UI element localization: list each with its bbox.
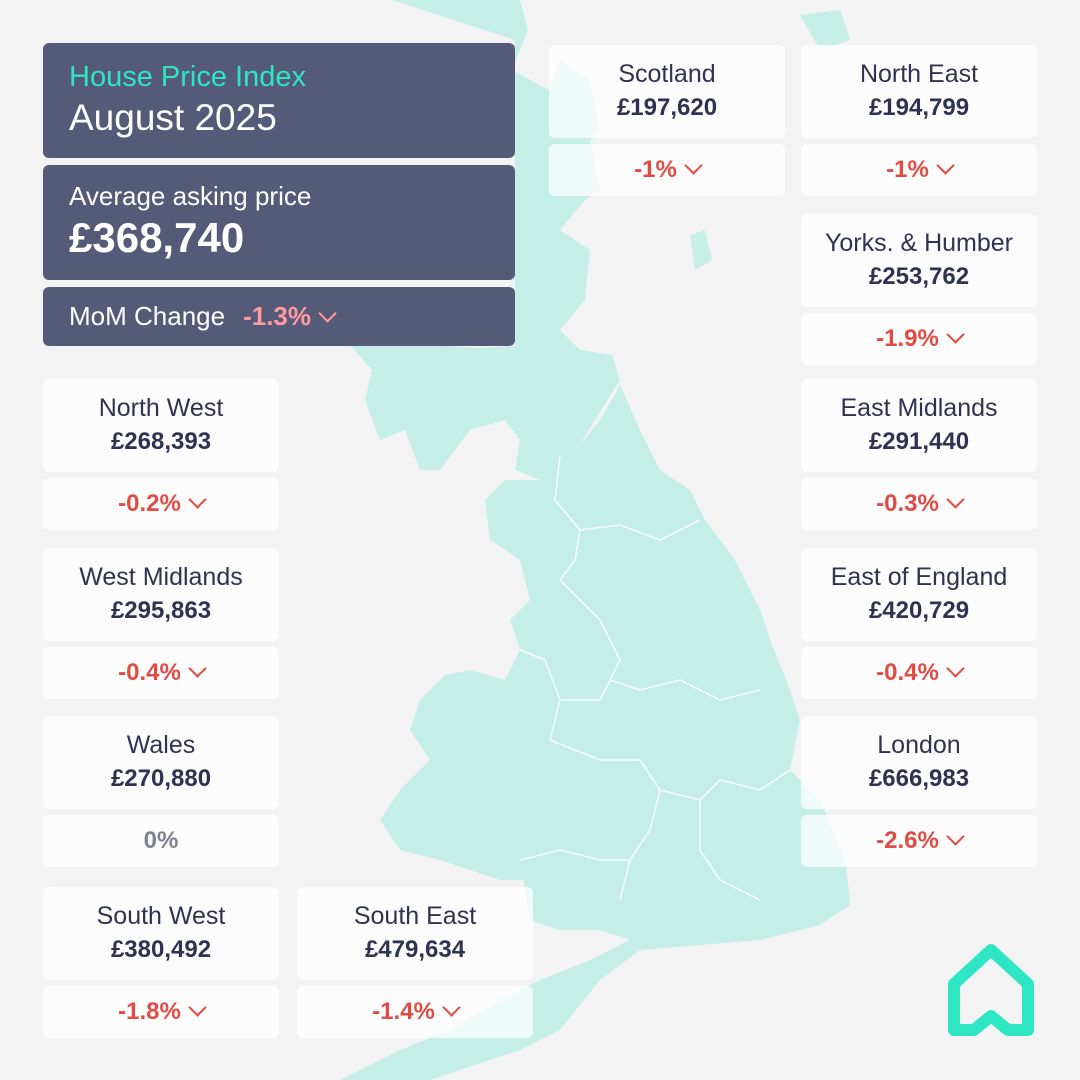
region-info: Yorks. & Humber £253,762: [801, 214, 1037, 307]
region-card-yorks-humber: Yorks. & Humber £253,762 -1.9%: [801, 214, 1037, 365]
region-price: £253,762: [868, 263, 970, 290]
average-price-label: Average asking price: [69, 181, 312, 211]
chevron-down-icon: [946, 659, 965, 678]
chevron-down-icon: [936, 156, 955, 175]
region-change-text: -1.4%: [372, 998, 435, 1025]
region-card-south-east: South East £479,634 -1.4%: [297, 887, 533, 1038]
region-card-london: London £666,983 -2.6%: [801, 716, 1037, 867]
region-change: -2.6%: [876, 827, 965, 855]
average-price-value: £368,740: [69, 214, 245, 261]
chevron-down-icon: [188, 998, 207, 1017]
region-change: -0.2%: [118, 490, 207, 518]
region-change-text: -1%: [634, 156, 677, 183]
region-info: North West £268,393: [43, 379, 279, 472]
region-info: South West £380,492: [43, 887, 279, 980]
region-change-box: -0.4%: [801, 647, 1037, 699]
region-change-box: -1%: [801, 144, 1037, 196]
region-price: £420,729: [868, 597, 970, 624]
region-change-text: -1.9%: [876, 325, 939, 352]
region-name: Wales: [126, 731, 196, 759]
region-change: -1%: [886, 156, 955, 184]
region-change-text: -0.4%: [876, 659, 939, 686]
region-change: -0.4%: [876, 659, 965, 687]
region-price: £479,634: [364, 936, 466, 963]
region-change: -1.9%: [876, 325, 965, 353]
region-change-box: -1.4%: [297, 986, 533, 1038]
region-name: East of England: [830, 563, 1008, 591]
region-card-south-west: South West £380,492 -1.8%: [43, 887, 279, 1038]
region-info: East Midlands £291,440: [801, 379, 1037, 472]
region-name: Scotland: [618, 60, 716, 88]
chevron-down-icon: [946, 827, 965, 846]
region-change-text: -0.3%: [876, 490, 939, 517]
region-name: South East: [353, 902, 477, 930]
region-price: £666,983: [868, 765, 970, 792]
region-info: West Midlands £295,863: [43, 548, 279, 641]
region-price: £197,620: [616, 94, 718, 121]
title-panel: House Price Index August 2025: [43, 43, 515, 158]
chevron-down-icon: [188, 659, 207, 678]
region-change: -0.3%: [876, 490, 965, 518]
region-change: 0%: [143, 827, 179, 854]
region-change-box: -0.4%: [43, 647, 279, 699]
region-name: North East: [859, 60, 979, 88]
region-price: £268,393: [110, 428, 212, 455]
region-name: North West: [98, 394, 224, 422]
region-name: London: [877, 731, 961, 759]
region-price: £295,863: [110, 597, 212, 624]
region-change: -1%: [634, 156, 703, 184]
region-change-text: -1%: [886, 156, 929, 183]
chevron-down-icon: [188, 490, 207, 509]
region-card-north-west: North West £268,393 -0.2%: [43, 379, 279, 530]
region-change-text: -0.4%: [118, 659, 181, 686]
index-title: House Price Index: [69, 61, 306, 93]
chevron-down-icon: [946, 325, 965, 344]
region-info: Scotland £197,620: [549, 45, 785, 138]
region-info: South East £479,634: [297, 887, 533, 980]
region-name: East Midlands: [840, 394, 998, 422]
chevron-down-icon: [442, 998, 461, 1017]
region-info: North East £194,799: [801, 45, 1037, 138]
region-change: -1.8%: [118, 998, 207, 1026]
mom-change-value: -1.3%: [243, 301, 337, 332]
region-change-box: -1.8%: [43, 986, 279, 1038]
period-label: August 2025: [69, 97, 277, 138]
region-card-east-midlands: East Midlands £291,440 -0.3%: [801, 379, 1037, 530]
region-change: -0.4%: [118, 659, 207, 687]
region-price: £380,492: [110, 936, 212, 963]
mom-change-text: -1.3%: [243, 301, 311, 331]
region-price: £194,799: [868, 94, 970, 121]
region-change-box: 0%: [43, 815, 279, 867]
region-change-text: -1.8%: [118, 998, 181, 1025]
region-change-box: -1.9%: [801, 313, 1037, 365]
region-card-west-midlands: West Midlands £295,863 -0.4%: [43, 548, 279, 699]
region-change-box: -0.2%: [43, 478, 279, 530]
mom-change-label: MoM Change: [69, 301, 226, 331]
chevron-down-icon: [318, 304, 337, 323]
region-change-box: -1%: [549, 144, 785, 196]
region-change-box: -0.3%: [801, 478, 1037, 530]
region-card-scotland: Scotland £197,620 -1%: [549, 45, 785, 196]
region-info: Wales £270,880: [43, 716, 279, 809]
chevron-down-icon: [946, 490, 965, 509]
region-change: -1.4%: [372, 998, 461, 1026]
house-logo-icon: [948, 944, 1034, 1036]
average-price-panel: Average asking price £368,740: [43, 165, 515, 280]
region-change-text: -0.2%: [118, 490, 181, 517]
region-card-wales: Wales £270,880 0%: [43, 716, 279, 867]
mom-change-panel: MoM Change -1.3%: [43, 287, 515, 346]
region-price: £270,880: [110, 765, 212, 792]
region-info: London £666,983: [801, 716, 1037, 809]
region-change-box: -2.6%: [801, 815, 1037, 867]
region-info: East of England £420,729: [801, 548, 1037, 641]
region-name: West Midlands: [79, 563, 243, 591]
region-card-north-east: North East £194,799 -1%: [801, 45, 1037, 196]
region-price: £291,440: [868, 428, 970, 455]
region-name: South West: [96, 902, 226, 930]
chevron-down-icon: [684, 156, 703, 175]
region-card-east-of-england: East of England £420,729 -0.4%: [801, 548, 1037, 699]
region-change-text: -2.6%: [876, 827, 939, 854]
region-name: Yorks. & Humber: [824, 229, 1014, 257]
